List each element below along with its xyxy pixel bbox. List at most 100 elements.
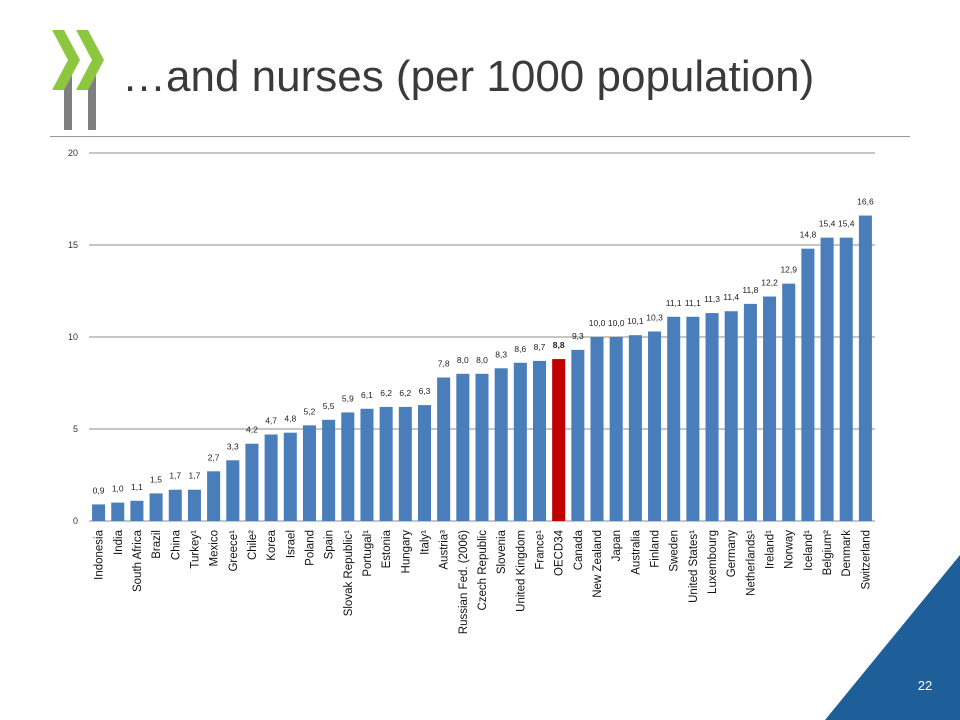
y-tick-label: 20 <box>68 148 78 158</box>
data-label: 4,8 <box>284 414 296 424</box>
x-tick-label: Switzerland <box>860 530 872 589</box>
x-tick-label: Norway <box>784 530 796 569</box>
x-tick-label: Czech Republic <box>477 530 489 611</box>
x-tick-label: United States¹ <box>688 530 700 603</box>
x-tick-label: Finland <box>650 530 662 568</box>
data-label: 12,9 <box>780 265 797 275</box>
bar <box>341 412 355 521</box>
oecd-logo-icon <box>52 30 104 130</box>
data-label: 9,3 <box>572 331 584 341</box>
data-label: 8,7 <box>534 342 546 352</box>
bar <box>149 493 163 521</box>
data-label: 1,7 <box>169 471 181 481</box>
x-tick-label: Slovenia <box>496 529 508 574</box>
x-tick-label: Australia <box>630 529 642 574</box>
bar <box>417 405 432 521</box>
data-label: 3,3 <box>227 441 239 451</box>
data-label: 5,2 <box>304 406 316 416</box>
bar <box>322 419 336 521</box>
data-label: 10,1 <box>627 316 644 326</box>
bar <box>686 316 700 521</box>
x-tick-label: South Africa <box>132 529 144 592</box>
data-label: 11,1 <box>685 298 701 308</box>
slide-title: …and nurses (per 1000 population) <box>122 52 815 101</box>
data-label: 6,2 <box>399 388 411 398</box>
x-tick-label: China <box>170 529 182 560</box>
data-label: 8,3 <box>495 349 507 359</box>
data-label: 14,8 <box>800 230 817 240</box>
x-tick-label: Iceland¹ <box>803 530 815 571</box>
bar <box>111 502 125 521</box>
data-label: 5,9 <box>342 393 354 403</box>
x-tick-label: Greece¹ <box>228 530 240 572</box>
data-label: 15,4 <box>819 219 836 229</box>
data-label: 5,5 <box>323 401 335 411</box>
x-tick-label: Netherlands¹ <box>745 530 757 596</box>
data-label: 8,6 <box>514 344 526 354</box>
x-tick-label: Germany <box>726 530 738 578</box>
x-tick-label: Ireland¹ <box>765 530 777 569</box>
x-tick-label: Italy¹ <box>419 530 431 555</box>
nurses-bar-chart: 0 5 10 15 20 0,9 Indonesia 1,0 India 1,1 South Afr… <box>68 148 875 634</box>
corner-decoration <box>825 555 960 720</box>
logo-chevron-green-1 <box>52 30 80 90</box>
x-tick-label: Spain <box>324 530 336 559</box>
bar <box>648 331 662 521</box>
bar <box>226 460 240 521</box>
x-tick-label: Russian Fed. (2006) <box>458 530 470 634</box>
logo-chevron-green-2 <box>76 30 104 90</box>
x-tick-label: United Kingdom <box>515 530 527 612</box>
y-tick-label: 5 <box>73 424 78 434</box>
x-tick-label: Belgium² <box>822 530 834 576</box>
data-label: 10,3 <box>646 312 663 322</box>
bar <box>609 337 623 521</box>
bar <box>437 377 451 521</box>
logo-chevron-gray-2 <box>88 75 96 130</box>
bar <box>763 296 777 521</box>
data-label: 1,5 <box>150 474 162 484</box>
bar <box>839 237 853 521</box>
x-tick-label: Chile² <box>247 530 259 560</box>
title-divider <box>50 136 910 137</box>
data-label: 16,6 <box>857 197 874 207</box>
data-label: 6,1 <box>361 390 373 400</box>
data-label: 8,8 <box>553 340 565 350</box>
data-label: 0,9 <box>93 485 105 495</box>
data-label: 8,0 <box>457 355 469 365</box>
data-label: 15,4 <box>838 219 855 229</box>
bar <box>302 425 316 521</box>
x-tick-label: New Zealand <box>592 530 604 598</box>
x-tick-label: Slovak Republic¹ <box>343 530 355 616</box>
x-tick-label: Portugal¹ <box>362 530 374 577</box>
bar <box>801 248 815 521</box>
bar <box>130 500 144 521</box>
bar <box>494 368 508 521</box>
x-tick-label: France¹ <box>535 530 547 570</box>
x-tick-label: Luxembourg <box>707 530 719 594</box>
bar <box>590 337 604 521</box>
bar <box>379 406 393 521</box>
x-tick-label: Canada <box>573 529 585 570</box>
data-label: 11,8 <box>742 285 758 295</box>
data-label: 2,7 <box>208 452 220 462</box>
bar <box>360 408 374 521</box>
y-tick-label: 10 <box>68 332 78 342</box>
bar <box>705 313 719 521</box>
y-tick-label: 15 <box>68 240 78 250</box>
x-tick-label: Korea <box>266 529 278 560</box>
bar <box>283 432 297 521</box>
data-label: 7,8 <box>438 358 450 368</box>
bar <box>571 349 585 521</box>
x-tick-label: Mexico <box>209 530 221 566</box>
bar <box>724 311 738 521</box>
x-tick-label: Austria³ <box>439 530 451 570</box>
x-tick-label: Turkey¹ <box>189 530 201 569</box>
data-label: 11,3 <box>704 294 720 304</box>
bar <box>858 215 872 521</box>
x-tick-label: Estonia <box>381 529 393 568</box>
data-label: 1,1 <box>131 482 143 492</box>
x-tick-label: India <box>113 529 125 555</box>
x-tick-label: Sweden <box>669 530 681 572</box>
data-label: 11,4 <box>723 292 739 302</box>
x-tick-label: Israel <box>285 530 297 558</box>
